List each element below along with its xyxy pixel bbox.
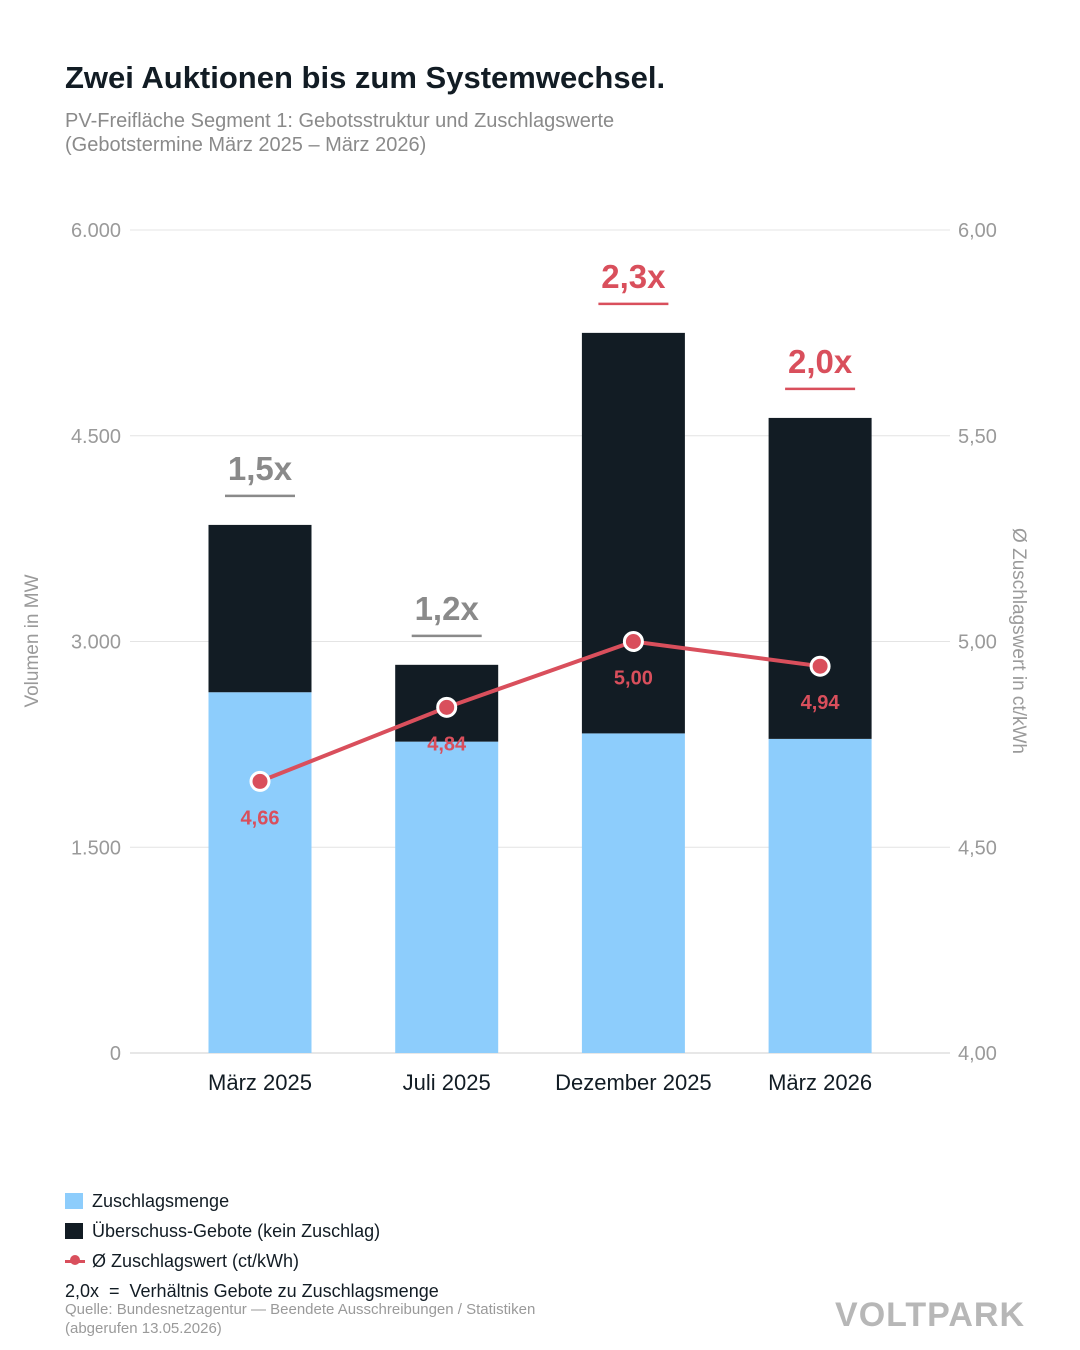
legend-swatch-ueberschuss bbox=[65, 1223, 83, 1239]
legend-item-zuschlagsmenge: Zuschlagsmenge bbox=[65, 1186, 439, 1216]
zuschlagswert-data-label: 4,94 bbox=[801, 692, 841, 714]
y2-tick-label: 5,50 bbox=[958, 426, 997, 448]
legend-swatch-zuschlagswert bbox=[65, 1254, 85, 1265]
subtitle-line-1: PV-Freifläche Segment 1: Gebotsstruktur … bbox=[65, 110, 615, 132]
zuschlagswert-data-label: 4,66 bbox=[241, 807, 280, 829]
legend-label-ueberschuss: Überschuss-Gebote (kein Zuschlag) bbox=[92, 1220, 381, 1241]
zuschlagswert-point bbox=[249, 770, 271, 792]
zuschlagswert-point bbox=[436, 696, 458, 718]
zuschlagswert-line bbox=[259, 639, 821, 784]
zuschlagswert-data-label: 4,84 bbox=[427, 733, 467, 755]
x-tick-label: März 2026 bbox=[768, 1070, 872, 1095]
ratio-label: 2,0x bbox=[788, 343, 853, 380]
legend: Zuschlagsmenge Überschuss-Gebote (kein Z… bbox=[65, 1186, 439, 1306]
y2-tick-label: 4,50 bbox=[958, 837, 997, 859]
y2-tick-label: 5,00 bbox=[958, 632, 997, 654]
zuschlagswert-point bbox=[622, 631, 644, 652]
bar-ueberschuss bbox=[208, 524, 312, 693]
chart-title: Zwei Auktionen bis zum Systemwechsel. bbox=[65, 60, 666, 95]
voltpark-logo: VOLTPARK bbox=[835, 1296, 1025, 1334]
combo-chart: 0 1.500 3.000 4.500 6.000 4,00 4,50 5,00 5,50 6,0… bbox=[22, 220, 1029, 1095]
y-axis-label: Volumen in MW bbox=[22, 574, 43, 707]
legend-item-zuschlagswert: Ø Zuschlagswert (ct/kWh) bbox=[65, 1246, 439, 1276]
y2-axis-label: Ø Zuschlagswert in ct/kWh bbox=[1008, 528, 1029, 754]
zuschlagswert-point bbox=[809, 655, 831, 677]
y2-tick-label: 6,00 bbox=[958, 220, 997, 242]
x-tick-label: März 2025 bbox=[208, 1070, 312, 1095]
legend-swatch-zuschlagsmenge bbox=[65, 1193, 83, 1209]
y-tick-label: 0 bbox=[110, 1043, 121, 1065]
bar-zuschlagsmenge bbox=[768, 738, 872, 1053]
ratio-label: 1,2x bbox=[415, 590, 480, 627]
ratio-label: 1,5x bbox=[228, 450, 293, 487]
bar-zuschlagsmenge bbox=[208, 692, 312, 1053]
y2-tick-label: 4,00 bbox=[958, 1043, 997, 1065]
bar-zuschlagsmenge bbox=[395, 741, 499, 1053]
x-tick-label: Juli 2025 bbox=[403, 1070, 491, 1095]
legend-label-zuschlagsmenge: Zuschlagsmenge bbox=[92, 1190, 230, 1211]
legend-item-ueberschuss: Überschuss-Gebote (kein Zuschlag) bbox=[65, 1216, 439, 1246]
legend-label-zuschlagswert: Ø Zuschlagswert (ct/kWh) bbox=[92, 1250, 300, 1271]
legend-ratio-note: 2,0x = Verhältnis Gebote zu Zuschlagsmen… bbox=[65, 1280, 439, 1301]
y-tick-label: 4.500 bbox=[71, 426, 121, 448]
zuschlagswert-data-label: 5,00 bbox=[614, 668, 653, 690]
y-tick-label: 1.500 bbox=[71, 837, 121, 859]
bar-ueberschuss bbox=[581, 332, 685, 734]
chart-subtitle: PV-Freifläche Segment 1: Gebotsstruktur … bbox=[65, 109, 614, 157]
ratio-label: 2,3x bbox=[601, 258, 666, 295]
source-note: Quelle: Bundesnetzagentur — Beendete Aus… bbox=[65, 1300, 535, 1338]
y-tick-label: 3.000 bbox=[71, 632, 121, 654]
subtitle-line-2: (Gebotstermine März 2025 – März 2026) bbox=[65, 134, 427, 156]
source-line-1: Quelle: Bundesnetzagentur — Beendete Aus… bbox=[65, 1301, 536, 1318]
x-tick-label: Dezember 2025 bbox=[555, 1070, 712, 1095]
y-tick-label: 6.000 bbox=[71, 220, 121, 242]
source-line-2: (abgerufen 13.05.2026) bbox=[65, 1320, 222, 1337]
bar-zuschlagsmenge bbox=[581, 733, 685, 1053]
bar-ueberschuss bbox=[768, 417, 872, 739]
